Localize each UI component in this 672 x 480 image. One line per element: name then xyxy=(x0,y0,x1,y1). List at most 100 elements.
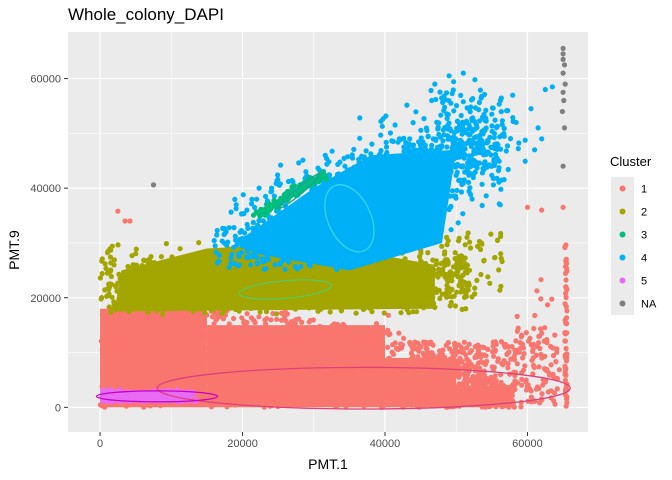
cluster-2-point xyxy=(174,262,180,268)
cluster-1-point xyxy=(370,351,376,357)
cluster-2-point xyxy=(433,261,439,267)
cluster-2-point xyxy=(386,276,392,282)
cluster-1-point xyxy=(134,377,140,383)
cluster-1-point xyxy=(415,354,421,360)
cluster-1-point xyxy=(176,342,182,348)
cluster-4-point xyxy=(491,134,497,141)
cluster-1-point xyxy=(390,387,396,393)
cluster-4-point xyxy=(411,188,417,194)
cluster-4-point xyxy=(326,236,333,242)
cluster-4-point xyxy=(368,205,374,211)
cluster-1-point xyxy=(334,402,341,409)
cluster-1-point xyxy=(136,341,142,347)
cluster-4-point xyxy=(376,152,382,158)
cluster-1-point xyxy=(495,358,501,364)
cluster-1-point xyxy=(240,372,246,378)
cluster-4-point xyxy=(366,162,372,168)
cluster-2-point xyxy=(283,298,289,304)
legend-label: 3 xyxy=(641,230,647,242)
cluster-4-point xyxy=(212,243,218,249)
cluster-4-point xyxy=(368,197,374,203)
cluster-2-point xyxy=(425,303,431,309)
cluster-4-point xyxy=(383,144,390,150)
cluster-1-point xyxy=(236,381,242,387)
cluster-1-point xyxy=(344,354,350,360)
cluster-2-point xyxy=(310,296,316,302)
cluster-1-point xyxy=(514,313,520,319)
cluster-2-point xyxy=(181,283,187,289)
cluster-4-point xyxy=(405,195,411,201)
cluster-1-point xyxy=(284,352,290,358)
cluster-2-point xyxy=(133,246,139,252)
cluster-2-point xyxy=(151,269,157,275)
cluster-1-point xyxy=(214,376,220,382)
cluster-4-point xyxy=(483,118,489,124)
cluster-2-point xyxy=(124,276,130,282)
cluster-2-point xyxy=(393,264,399,270)
cluster-2-point xyxy=(202,310,208,316)
cluster-1-point xyxy=(563,294,569,301)
cluster-1-point xyxy=(516,349,522,355)
cluster-2-point xyxy=(340,270,346,276)
cluster-2-point xyxy=(283,293,289,299)
cluster-4-point xyxy=(498,186,504,192)
cluster-1-point xyxy=(383,394,389,400)
cluster-4-point xyxy=(226,225,232,231)
cluster-2-point xyxy=(218,299,224,306)
cluster-2-point xyxy=(193,296,199,302)
cluster-4-point xyxy=(477,118,483,124)
cluster-4-point xyxy=(224,242,230,248)
cluster-1-point xyxy=(200,401,207,407)
cluster-1-ellipse xyxy=(156,366,571,410)
cluster-4-point xyxy=(373,165,379,171)
cluster-1-point xyxy=(314,384,320,390)
na-point xyxy=(560,45,566,52)
cluster-1-point xyxy=(381,330,387,336)
cluster-1-point xyxy=(332,359,338,365)
cluster-1-point xyxy=(293,317,299,323)
cluster-2-point xyxy=(230,283,236,289)
cluster-4-point xyxy=(471,118,478,124)
cluster-4-point xyxy=(490,105,496,111)
cluster-4-point xyxy=(435,126,441,132)
cluster-1-point xyxy=(495,385,501,391)
cluster-1-point xyxy=(418,344,424,350)
cluster-4-point xyxy=(492,141,498,147)
x-tick-label: 0 xyxy=(97,438,103,450)
cluster-1-point xyxy=(408,368,415,374)
cluster-4-point xyxy=(344,167,350,173)
cluster-1-point xyxy=(102,323,108,329)
cluster-1-point xyxy=(169,345,175,351)
cluster-1-point xyxy=(530,346,536,352)
cluster-1-point xyxy=(261,334,267,340)
cluster-4-point xyxy=(379,190,385,196)
cluster-4-point xyxy=(412,166,418,172)
cluster-2-point xyxy=(104,293,110,299)
cluster-4-point xyxy=(430,136,436,142)
cluster-4-point xyxy=(308,222,314,228)
cluster-1-point xyxy=(165,365,172,371)
cluster-2-point xyxy=(182,301,188,307)
cluster-1-point xyxy=(373,400,379,406)
cluster-4-point xyxy=(244,221,250,228)
cluster-1-point xyxy=(340,321,346,327)
cluster-4-point xyxy=(421,116,427,122)
cluster-1-point xyxy=(290,396,297,402)
cluster-1-point xyxy=(562,338,569,344)
cluster-2-point xyxy=(478,271,484,278)
cluster-2-point xyxy=(295,278,301,284)
cluster-1-point xyxy=(487,386,493,392)
cluster-4-point xyxy=(316,257,322,263)
cluster-4-point xyxy=(249,245,255,251)
cluster-2-point xyxy=(221,308,227,314)
cluster-1-point xyxy=(475,347,481,353)
cluster-5-point xyxy=(156,395,162,401)
cluster-1-point xyxy=(251,398,257,404)
cluster-2-point xyxy=(456,235,462,241)
cluster-2-point xyxy=(373,275,380,282)
cluster-1-point xyxy=(554,349,560,355)
cluster-4-point xyxy=(375,241,381,248)
cluster-1-point xyxy=(440,347,446,353)
cluster-4-point xyxy=(337,192,344,198)
cluster-1-point xyxy=(379,375,386,381)
